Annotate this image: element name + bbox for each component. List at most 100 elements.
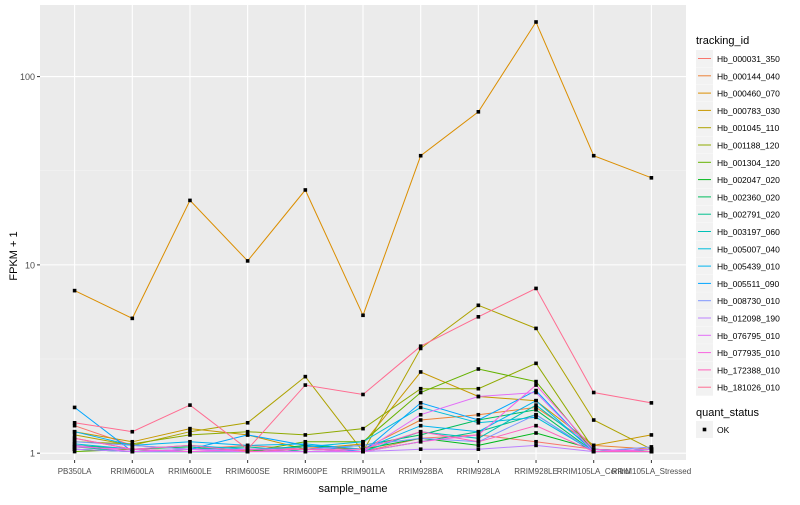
data-point: [476, 433, 481, 437]
x-tick-label: RRIM928LA: [457, 467, 501, 476]
data-point: [72, 429, 77, 434]
data-point: [188, 449, 192, 454]
data-point: [534, 286, 538, 291]
legend-label: Hb_181026_010: [717, 383, 780, 393]
data-point: [418, 433, 423, 437]
data-point: [534, 388, 538, 393]
legend-label: Hb_002791_020: [717, 210, 780, 220]
data-point: [303, 439, 308, 444]
legend-label: Hb_001304_120: [717, 158, 780, 168]
axes: 1 10 100 PB350LA RRIM600LA RRIM600LE RRIM600SE…: [20, 72, 691, 476]
data-point: [245, 447, 250, 451]
data-point: [649, 445, 654, 449]
data-point: [361, 439, 365, 444]
data-point: [534, 403, 538, 407]
data-point: [72, 423, 77, 428]
data-point: [130, 443, 135, 448]
data-point: [245, 429, 250, 434]
data-point: [245, 420, 250, 425]
legend-label: Hb_002047_020: [717, 175, 780, 185]
data-point: [418, 386, 423, 391]
data-point: [476, 386, 481, 391]
data-point: [418, 423, 423, 428]
data-point: [476, 436, 481, 441]
data-point: [361, 447, 365, 451]
x-tick-label: RRIM928BA: [398, 467, 443, 476]
legend-label: Hb_000783_030: [717, 106, 780, 116]
legend: tracking_id Hb_000031_350 Hb_000144_040 Hb…: [696, 35, 780, 438]
legend-label: Hb_172388_010: [717, 365, 780, 375]
x-tick-label: RRIM600PE: [283, 467, 327, 476]
data-point: [534, 407, 538, 412]
data-point: [361, 443, 365, 448]
data-point: [72, 420, 77, 425]
data-point: [534, 390, 538, 395]
legend2-key-point: [702, 427, 707, 432]
data-point: [534, 439, 538, 444]
data-point: [591, 418, 596, 422]
data-point: [188, 198, 192, 203]
data-point: [303, 449, 308, 454]
legend-label: Hb_005439_010: [717, 262, 780, 272]
data-point: [361, 426, 365, 431]
data-point: [534, 379, 538, 384]
legend-label: Hb_008730_010: [717, 296, 780, 306]
data-point: [418, 390, 423, 395]
data-point: [649, 447, 654, 451]
legend-label: Hb_001045_110: [717, 123, 780, 133]
data-point: [476, 418, 481, 422]
legend-label: Hb_005007_040: [717, 244, 780, 254]
legend2-label: OK: [717, 425, 730, 435]
data-point: [534, 20, 538, 24]
data-point: [188, 447, 192, 451]
data-point: [72, 405, 77, 410]
data-point: [245, 259, 250, 263]
data-point: [361, 313, 365, 318]
data-point: [418, 370, 423, 374]
legend-label: Hb_003197_060: [717, 227, 780, 237]
x-tick-label: RRIM105LA_Control: [557, 467, 631, 476]
legend2-title: quant_status: [696, 407, 759, 419]
data-point: [130, 429, 135, 434]
data-point: [649, 401, 654, 405]
data-point: [418, 346, 423, 351]
data-point: [361, 392, 365, 397]
x-tick-label: RRIM928LE: [514, 467, 558, 476]
data-point: [188, 429, 192, 434]
data-point: [476, 110, 481, 114]
legend-label: Hb_076795_010: [717, 331, 780, 341]
data-point: [303, 374, 308, 379]
data-point: [72, 288, 77, 293]
data-point: [476, 429, 481, 434]
data-point: [534, 412, 538, 417]
data-point: [188, 439, 192, 444]
y-axis-label: FPKM + 1: [8, 231, 20, 280]
data-point: [476, 303, 481, 308]
data-point: [649, 176, 654, 180]
data-point: [361, 449, 365, 454]
x-tick-label: RRIM600LE: [168, 467, 212, 476]
data-point: [418, 405, 423, 410]
legend-label: Hb_002360_020: [717, 192, 780, 202]
data-point: [245, 433, 250, 437]
legend-label: Hb_077935_010: [717, 348, 780, 358]
data-point: [591, 153, 596, 158]
data-point: [534, 383, 538, 387]
data-point: [188, 426, 192, 431]
data-point: [591, 443, 596, 448]
data-point: [72, 449, 77, 454]
data-point: [188, 403, 192, 407]
data-point: [245, 449, 250, 454]
data-point: [418, 429, 423, 434]
data-point: [534, 361, 538, 366]
data-point: [476, 439, 481, 444]
legend-label: Hb_000031_350: [717, 54, 780, 64]
data-point: [188, 433, 192, 437]
data-point: [418, 344, 423, 348]
data-point: [303, 188, 308, 192]
data-point: [476, 447, 481, 451]
data-point: [72, 445, 77, 449]
y-tick-label: 10: [25, 260, 35, 270]
